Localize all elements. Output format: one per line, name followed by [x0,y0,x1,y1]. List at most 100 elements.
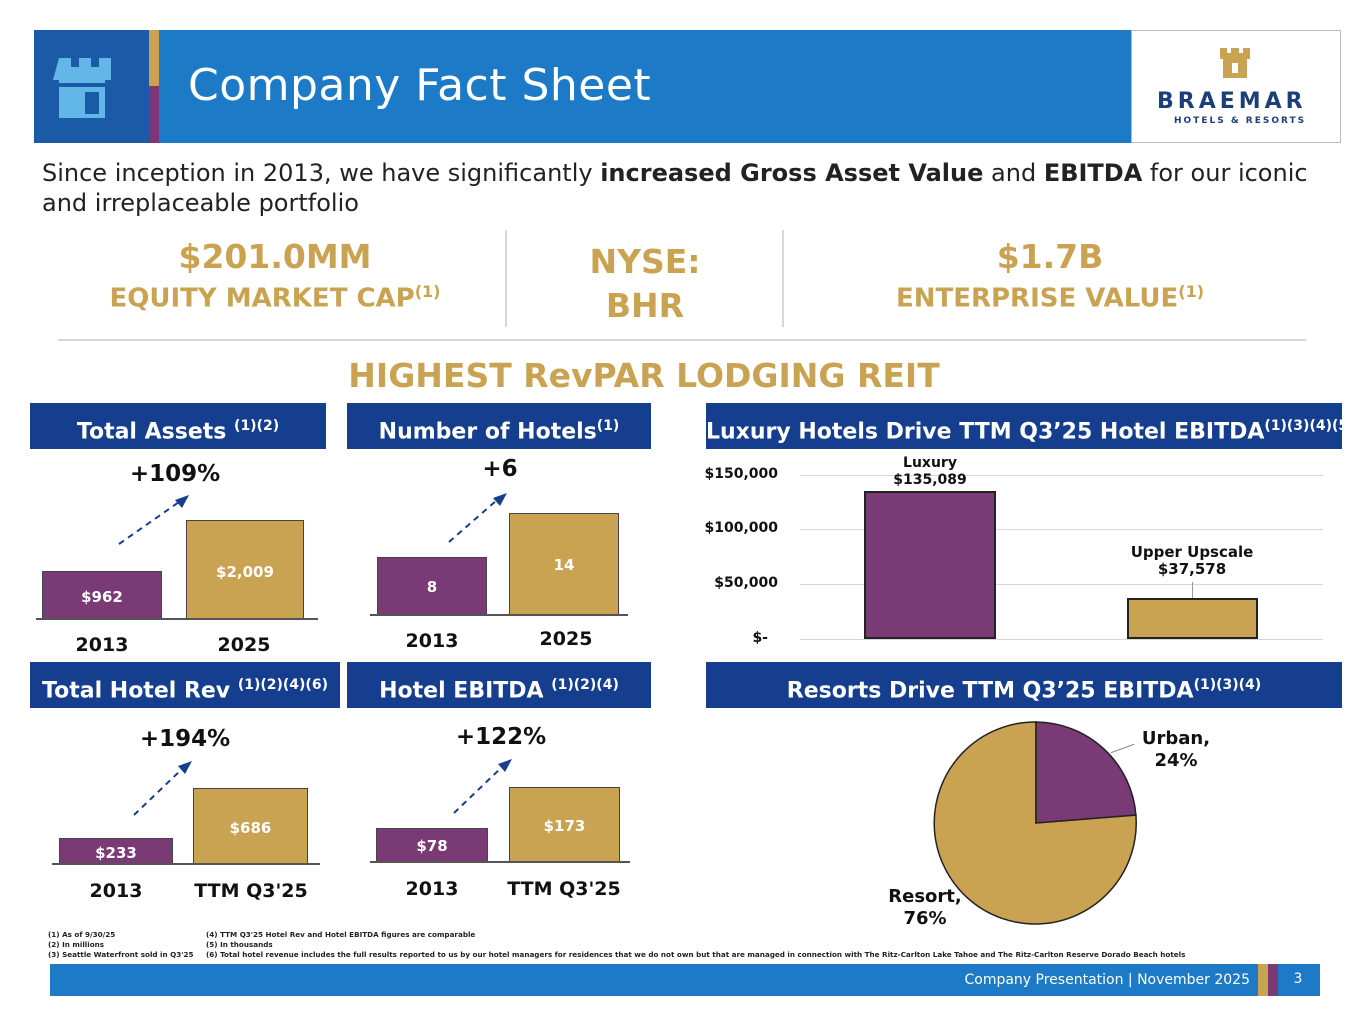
y-tick: $150,000 [704,466,778,482]
bar-hotels-2025: 14 [509,513,619,615]
exchange-line2: BHR [605,286,685,325]
highlight-heading: HIGHEST RevPAR LODGING REIT [348,356,940,395]
footer-page-box [1278,964,1320,996]
footnotes-col1: (1) As of 9/30/25 (2) In millions (3) Se… [48,930,193,960]
pie-label-value: 76% [903,908,947,929]
bar-label: 14 [553,556,575,574]
x-label: 2025 [217,634,271,656]
section-note: (1) [596,418,620,434]
section-total-assets: Total Assets (1)(2) [30,403,326,449]
bar-upper-upscale [1127,598,1258,639]
logo-wordmark: BRAEMAR [1157,89,1307,114]
stat-market-cap: $201.0MM EQUITY MARKET CAP(1) [60,238,490,315]
section-resorts: Resorts Drive TTM Q3’25 EBITDA(1)(3)(4) [706,662,1342,708]
stat-exchange: NYSE: BHR [520,240,770,328]
exchange-line1: NYSE: [589,242,701,281]
section-note: (1)(2) [234,418,280,434]
market-cap-label-text: EQUITY MARKET CAP [109,283,415,314]
pie-label-value: 24% [1154,750,1198,771]
x-label: 2013 [405,878,459,900]
section-title: Hotel EBITDA [379,678,552,704]
y-tick: $- [752,630,768,646]
footnote: (1) As of 9/30/25 [48,930,116,939]
bar-luxury [864,491,996,639]
bar-hotel-ebitda-2013: $78 [376,828,488,862]
section-total-hotel-rev: Total Hotel Rev (1)(2)(4)(6) [30,662,340,708]
accent-strip-purple [149,86,159,143]
ev-note: (1) [1178,282,1205,301]
footnote: (2) In millions [48,940,105,949]
horizontal-divider [58,339,1306,341]
pie-slice-resort [933,721,1137,925]
pie-label-urban: Urban, 24% [1126,728,1226,772]
footnotes-col2: (4) TTM Q3'25 Hotel Rev and Hotel EBITDA… [206,930,1185,960]
page-number: 3 [1293,971,1303,987]
bar-hotel-ebitda-ttm: $173 [509,787,620,862]
x-label: 2025 [539,628,593,650]
axis-baseline [370,861,630,863]
axis-baseline [52,863,320,865]
intro-bold2: EBITDA [1043,159,1143,187]
pie-label-name: Urban, [1141,728,1211,749]
intro-part2: and [983,159,1044,187]
intro-part1: Since inception in 2013, we have signifi… [42,159,601,187]
pie-label-resort: Resort, 76% [870,886,980,930]
ev-value: $1.7B [996,237,1104,276]
header-bar [34,30,1340,143]
bar-label: 8 [426,578,438,596]
ev-label-text: ENTERPRISE VALUE [895,283,1179,314]
section-note: (1)(2)(4)(6) [237,677,328,693]
bar-label: $173 [543,817,586,835]
intro-text: Since inception in 2013, we have signifi… [42,158,1332,218]
pie-label-name: Resort, [888,886,962,907]
growth-arrow [118,495,189,545]
axis-baseline [36,618,318,620]
section-title: Resorts Drive TTM Q3’25 EBITDA [786,678,1194,704]
market-cap-value: $201.0MM [178,237,372,276]
bar-total-assets-2013: $962 [42,571,162,619]
bar-hotel-rev-ttm: $686 [193,788,308,864]
section-number-of-hotels: Number of Hotels(1) [347,403,651,449]
market-cap-label: EQUITY MARKET CAP(1) [60,276,490,315]
section-title: Total Assets [76,419,235,445]
gridline [800,529,1323,530]
logo-castle-icon [1220,48,1250,78]
stat-enterprise-value: $1.7B ENTERPRISE VALUE(1) [800,238,1300,315]
data-label-name: Luxury [903,455,957,471]
intro-part3: for our iconic and irreplaceable portfol… [42,159,1308,217]
castle-icon [53,58,123,118]
bar-label: $78 [416,837,448,855]
x-label: 2013 [89,880,143,902]
x-label: 2013 [75,634,129,656]
section-title: Number of Hotels [378,419,597,445]
leader-line [1192,582,1193,598]
data-label-luxury: Luxury $135,089 [860,455,1000,489]
footnote: (3) Seattle Waterfront sold in Q3'25 [48,950,194,959]
bar-label: $686 [229,819,272,837]
section-hotel-ebitda: Hotel EBITDA (1)(2)(4) [347,662,651,708]
axis-baseline [370,614,628,616]
hotels-growth: +6 [482,456,518,482]
footnote: (6) Total hotel revenue includes the ful… [206,950,1186,959]
data-label-value: $135,089 [893,472,967,488]
x-label: TTM Q3'25 [507,878,621,900]
growth-arrow [453,759,512,814]
bar-hotels-2013: 8 [377,557,487,615]
company-logo [1131,30,1341,143]
section-note: (1)(2)(4) [551,677,619,693]
footnote: (4) TTM Q3'25 Hotel Rev and Hotel EBITDA… [206,930,476,939]
ev-label: ENTERPRISE VALUE(1) [800,276,1300,315]
gridline [800,584,1323,585]
section-note: (1)(3)(4)(5) [1264,418,1355,434]
y-tick: $50,000 [714,575,778,591]
section-luxury-hotels: Luxury Hotels Drive TTM Q3’25 Hotel EBIT… [706,403,1355,449]
page-title: Company Fact Sheet [188,60,652,111]
growth-arrow [133,761,192,816]
x-label: 2013 [405,630,459,652]
accent-strip-gold [149,30,159,86]
section-title: Luxury Hotels Drive TTM Q3’25 Hotel EBIT… [706,419,1265,445]
bar-total-assets-2025: $2,009 [186,520,304,619]
bar-label: $2,009 [216,563,274,581]
stat-divider [505,230,507,327]
y-tick: $100,000 [704,520,778,536]
